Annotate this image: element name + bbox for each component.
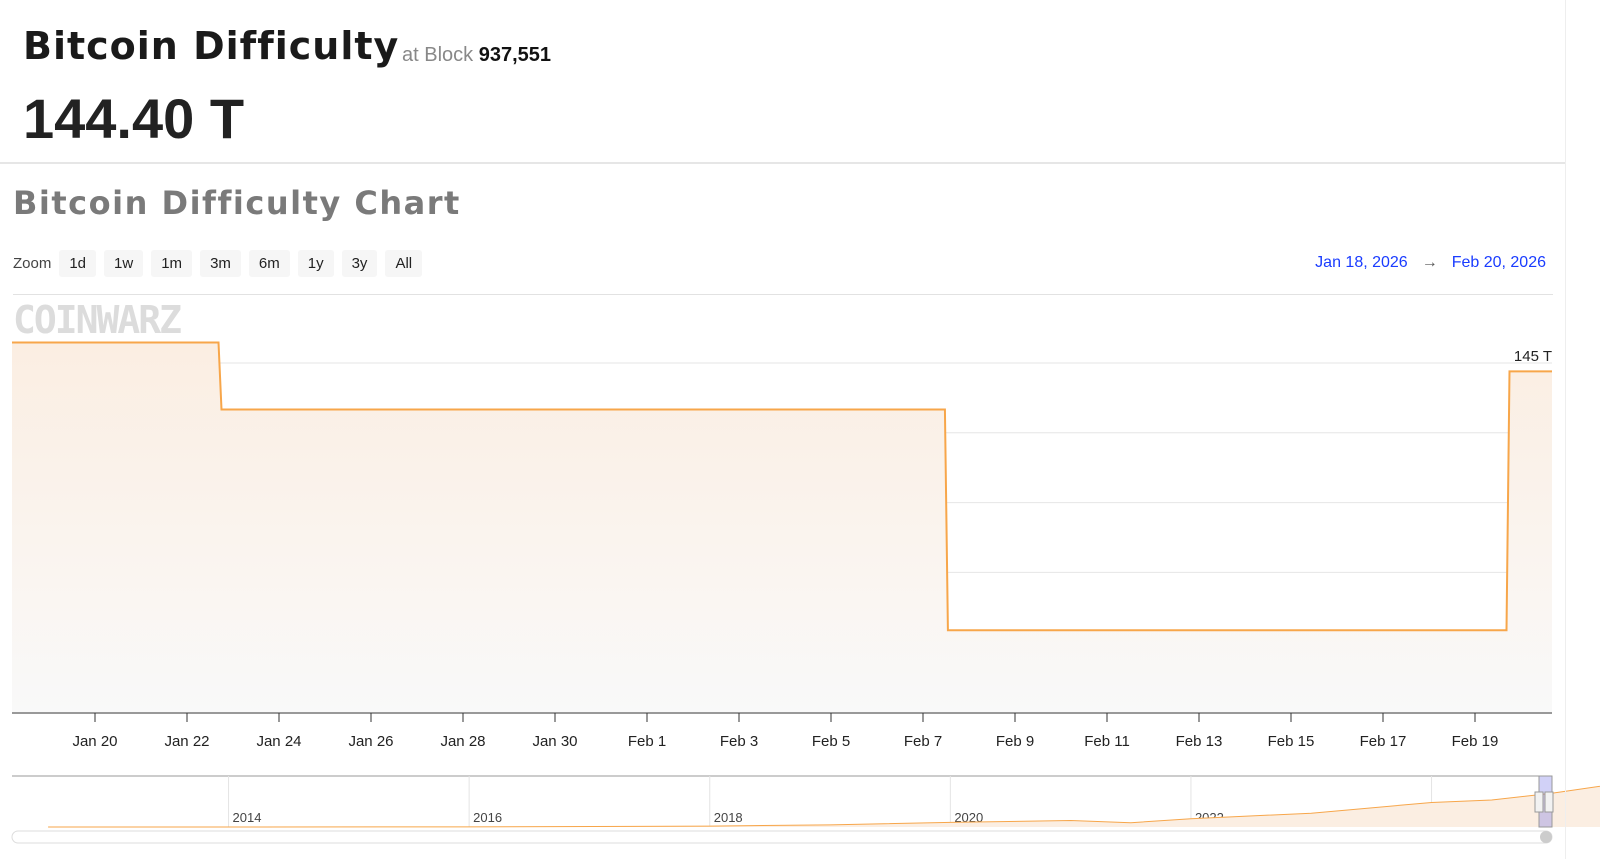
navigator-area	[48, 786, 1600, 827]
x-tick-label: Feb 15	[1268, 733, 1315, 750]
x-tick-label: Feb 17	[1360, 733, 1407, 750]
coinwarz-logo-watermark: COINWARZ	[13, 298, 182, 342]
divider	[13, 294, 1553, 295]
zoom-label: Zoom	[13, 255, 52, 272]
x-tick-label: Feb 19	[1452, 733, 1499, 750]
difficulty-line	[12, 341, 1552, 632]
x-tick-label: Feb 3	[720, 733, 758, 750]
area-fill	[12, 342, 1552, 712]
navigator-year-label: 2014	[233, 810, 262, 825]
page-scrollbar[interactable]	[1565, 0, 1600, 859]
scrollbar-thumb[interactable]	[1540, 831, 1552, 843]
zoom-1y-button[interactable]: 1y	[297, 250, 334, 277]
date-range: Jan 18, 2026 → Feb 20, 2026	[1315, 254, 1546, 272]
zoom-3y-button[interactable]: 3y	[341, 250, 378, 277]
zoom-6m-button[interactable]: 6m	[248, 250, 290, 277]
navigator-year-label: 2018	[714, 810, 743, 825]
x-tick-label: Feb 5	[812, 733, 850, 750]
range-to[interactable]: Feb 20, 2026	[1451, 254, 1546, 271]
x-tick-label: Feb 1	[628, 733, 666, 750]
navigator-scrollbar[interactable]	[11, 830, 1553, 844]
zoom-all-button[interactable]: All	[385, 250, 423, 277]
x-tick-label: Feb 9	[996, 733, 1034, 750]
block-number: 937,551	[478, 44, 552, 66]
navigator-line	[48, 785, 1600, 828]
zoom-1w-button[interactable]: 1w	[104, 250, 144, 277]
y-tick-label: 145 T	[1514, 348, 1552, 365]
chart-title: Bitcoin Difficulty Chart	[13, 184, 461, 222]
navigator-year-label: 2016	[473, 810, 502, 825]
navigator-handle[interactable]	[1544, 791, 1554, 813]
x-tick-label: Feb 13	[1176, 733, 1223, 750]
zoom-1d-button[interactable]: 1d	[59, 250, 97, 277]
at-block-label: at Block	[402, 44, 474, 66]
x-tick-label: Jan 22	[164, 733, 209, 750]
page-title: Bitcoin Difficulty	[23, 24, 400, 68]
zoom-1m-button[interactable]: 1m	[151, 250, 193, 277]
x-tick-label: Jan 20	[72, 733, 117, 750]
difficulty-value: 144.40 T	[23, 87, 245, 150]
header: Bitcoin Difficulty at Block 937,551 144.…	[0, 0, 1566, 164]
arrow-right-icon: →	[1421, 254, 1438, 271]
x-tick-label: Feb 11	[1084, 733, 1130, 750]
x-tick-label: Feb 7	[904, 733, 942, 750]
navigator-handle[interactable]	[1534, 791, 1544, 813]
block-info: at Block 937,551	[402, 44, 551, 67]
x-tick-label: Jan 30	[532, 733, 577, 750]
zoom-3m-button[interactable]: 3m	[200, 250, 241, 277]
x-tick-label: Jan 26	[348, 733, 393, 750]
zoom-selector: Zoom 1d 1w 1m 3m 6m 1y 3y All	[13, 250, 423, 277]
navigator-year-label: 2020	[954, 810, 983, 825]
x-tick-label: Jan 24	[256, 733, 301, 750]
range-from[interactable]: Jan 18, 2026	[1315, 254, 1408, 271]
x-tick-label: Jan 28	[440, 733, 485, 750]
